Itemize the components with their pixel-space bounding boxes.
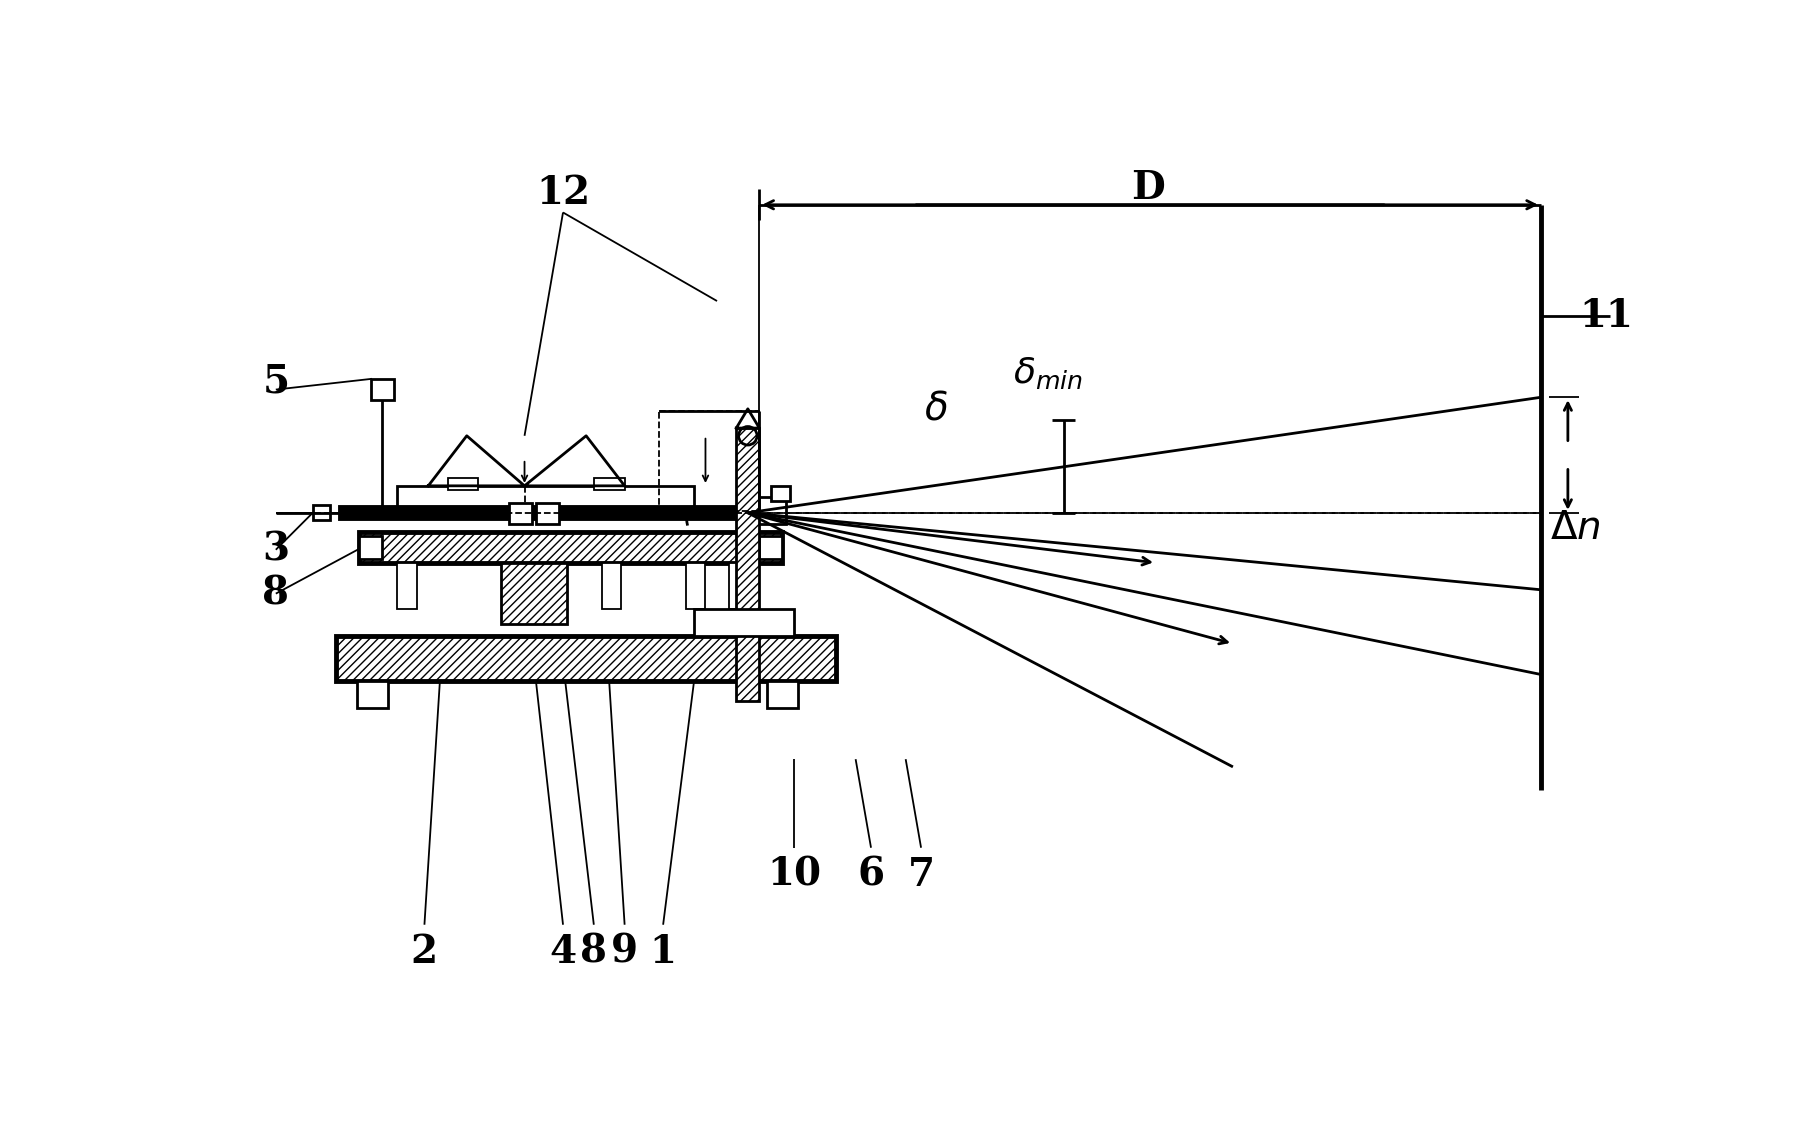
Bar	[509, 502, 533, 524]
Bar	[748, 498, 786, 524]
Text: 3: 3	[262, 531, 289, 569]
Text: 4: 4	[549, 933, 577, 971]
Bar	[340, 507, 755, 518]
Bar	[502, 563, 568, 624]
Bar	[537, 502, 558, 524]
Text: $\delta$: $\delta$	[924, 390, 948, 428]
Bar	[398, 485, 693, 517]
Bar	[768, 681, 799, 708]
Bar	[759, 536, 782, 559]
Bar	[357, 681, 387, 708]
Text: 2: 2	[411, 933, 438, 971]
Text: $\delta_{min}$: $\delta_{min}$	[1013, 355, 1082, 391]
Bar	[358, 536, 382, 559]
Text: 9: 9	[611, 933, 638, 971]
Text: 8: 8	[580, 933, 608, 971]
Text: D: D	[1131, 169, 1166, 207]
Bar	[447, 478, 478, 490]
Text: 10: 10	[768, 856, 820, 894]
Bar	[602, 563, 620, 609]
Bar	[358, 532, 782, 563]
Text: 7: 7	[908, 856, 935, 894]
Bar	[337, 636, 837, 681]
Text: 8: 8	[262, 575, 289, 613]
Text: 11: 11	[1579, 297, 1633, 335]
Text: $\Delta n$: $\Delta n$	[1550, 509, 1601, 548]
Bar	[771, 485, 789, 501]
Bar	[693, 609, 795, 636]
Bar	[686, 563, 706, 609]
Bar	[729, 563, 748, 609]
Text: 1: 1	[649, 933, 677, 971]
Bar	[658, 411, 759, 511]
Text: 12: 12	[537, 174, 589, 212]
Bar	[313, 505, 329, 520]
Text: 5: 5	[262, 362, 289, 401]
Bar	[737, 428, 759, 701]
Bar	[371, 379, 393, 401]
Bar	[593, 478, 624, 490]
Text: 6: 6	[857, 856, 884, 894]
Bar	[398, 563, 417, 609]
